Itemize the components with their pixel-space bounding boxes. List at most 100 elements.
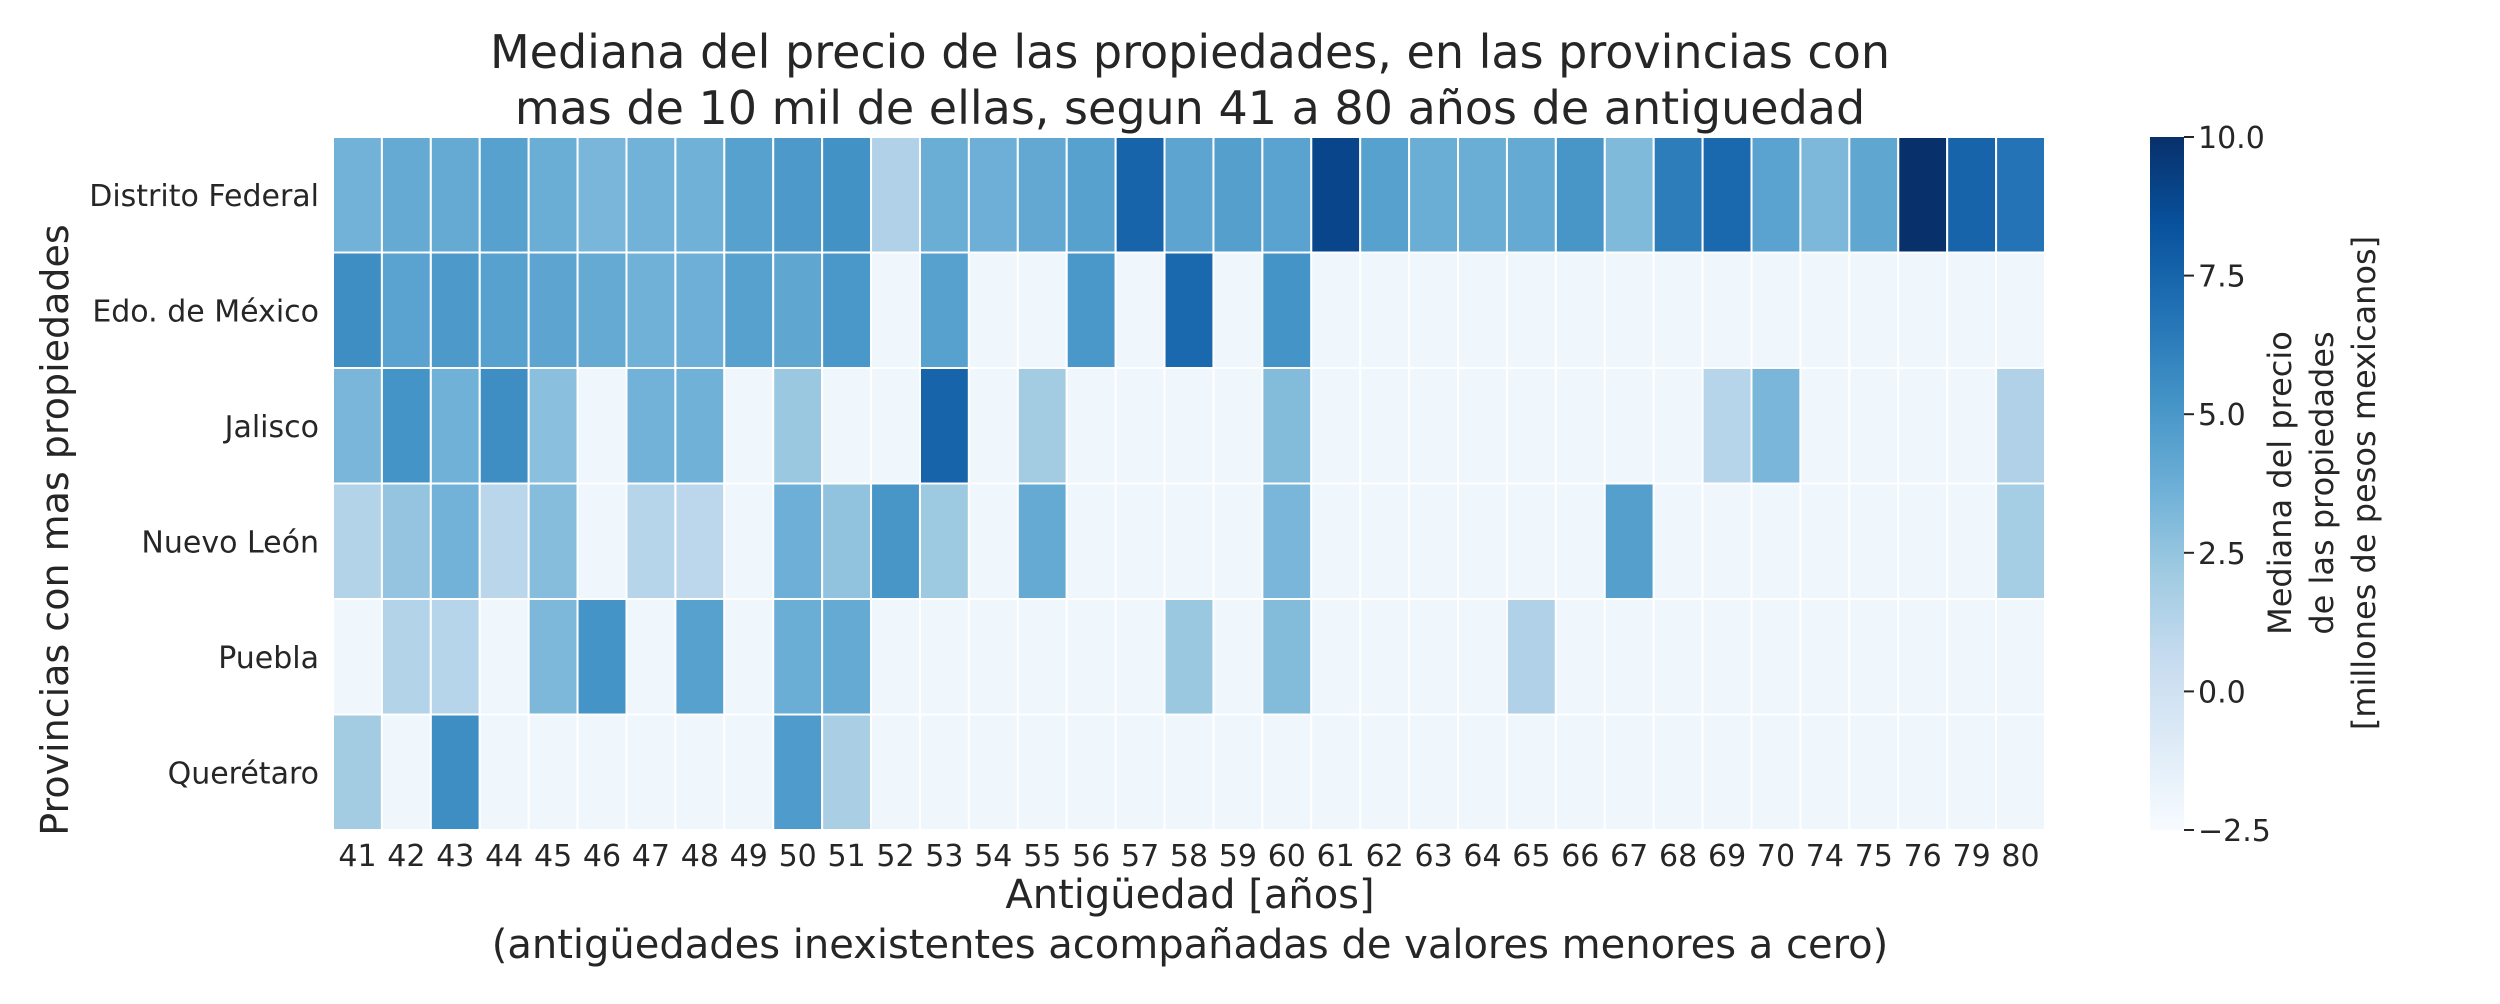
heatmap-cell [821,598,873,716]
heatmap-cell [1995,482,2046,600]
heatmap-cell [723,482,775,600]
x-tick-label: 70 [1757,839,1795,874]
heatmap-cell [1212,136,1264,254]
heatmap-cell [870,598,921,716]
heatmap-cell [1408,482,1460,600]
x-tick-label: 51 [828,839,866,874]
heatmap-cell [674,598,726,716]
heatmap-cell [1310,598,1362,716]
heatmap-cell [967,713,1019,831]
heatmap-cell [772,251,824,369]
heatmap-cell [674,367,726,485]
heatmap-cell [772,598,824,716]
heatmap-cell [1946,713,1998,831]
heatmap-cell [1603,713,1655,831]
heatmap-cell [1799,713,1851,831]
y-tick-label: Nuevo León [141,525,319,560]
heatmap-cell [1163,713,1215,831]
heatmap-cell [1995,598,2046,716]
heatmap-cell [1750,367,1802,485]
heatmap-cell [1554,713,1606,831]
heatmap-cell [1946,367,1998,485]
x-tick-label: 79 [1953,839,1991,874]
heatmap-cell [870,482,921,600]
heatmap-cell [1457,598,1508,716]
heatmap-cell [332,482,383,600]
heatmap-cell [918,713,970,831]
heatmap-cell [1750,251,1802,369]
heatmap-cell [1799,136,1851,254]
heatmap-cell [1310,251,1362,369]
x-axis-label: Antigüedad [años] [1005,872,1374,918]
heatmap-cell [576,136,628,254]
heatmap-cell [1701,251,1753,369]
heatmap-cell [332,598,383,716]
heatmap-cell [1750,713,1802,831]
heatmap-cell [821,251,873,369]
x-tick-label: 49 [730,839,768,874]
colorbar-tick-label: 10.0 [2198,121,2265,156]
heatmap-cell [1114,598,1166,716]
heatmap-cell [1310,136,1362,254]
heatmap-cell [1897,251,1949,369]
y-axis-label: Provincias con mas propiedades [33,224,77,835]
heatmap-cell [1163,251,1215,369]
heatmap-cell [772,136,824,254]
heatmap-cell [1212,367,1264,485]
heatmap-cell [1359,367,1411,485]
heatmap-cell [1652,713,1704,831]
heatmap-cell [1163,482,1215,600]
heatmap-cell [1946,136,1998,254]
heatmap-cell [821,482,873,600]
heatmap-cell [674,251,726,369]
x-tick-label: 64 [1463,839,1501,874]
heatmap-cell [576,482,628,600]
heatmap-cell [332,713,383,831]
heatmap-cell [478,713,530,831]
heatmap-cell [332,251,383,369]
heatmap-cell [429,598,481,716]
heatmap-cell [1016,136,1068,254]
heatmap-cell [625,367,677,485]
heatmap-cell [1016,367,1068,485]
heatmap-cell [1016,482,1068,600]
x-tick-label: 59 [1219,839,1257,874]
heatmap-cell [429,251,481,369]
heatmap-cell [723,713,775,831]
heatmap-cell [674,482,726,600]
heatmap-cell [723,367,775,485]
heatmap-cell [576,713,628,831]
heatmap-cell [1799,251,1851,369]
heatmap-cell [576,598,628,716]
heatmap-cell [1946,482,1998,600]
x-tick-label: 43 [436,839,474,874]
chart-title-line-1: Mediana del precio de las propiedades, e… [490,25,1890,79]
heatmap-cell [918,482,970,600]
heatmap-cell [478,136,530,254]
heatmap-cell [918,367,970,485]
x-tick-label: 80 [2001,839,2039,874]
y-tick-label: Edo. de México [92,294,319,329]
y-tick-labels: Distrito Federal Edo. de México Jalisco Nue… [89,179,319,791]
heatmap-cell [772,482,824,600]
heatmap-cell [527,251,579,369]
heatmap-cell [674,136,726,254]
x-tick-label: 61 [1317,839,1355,874]
heatmap-cell [821,136,873,254]
heatmap-cell [527,136,579,254]
heatmap-cell [1505,713,1557,831]
heatmap-cell [1946,598,1998,716]
x-tick-labels: 41 42 43 44 45 46 47 48 49 50 51 52 53 54 55 56 57 58 59 60… [338,839,2039,874]
heatmap-cell [967,367,1019,485]
heatmap-cell [1408,136,1460,254]
heatmap-cell [576,251,628,369]
heatmap-cell [1554,136,1606,254]
x-tick-label: 66 [1561,839,1599,874]
heatmap-cell [1016,598,1068,716]
heatmap-cell [870,251,921,369]
heatmap-cell [1310,713,1362,831]
heatmap-cell [332,367,383,485]
heatmap-cell [1603,367,1655,485]
heatmap-cell [1065,251,1117,369]
heatmap-cell [967,598,1019,716]
